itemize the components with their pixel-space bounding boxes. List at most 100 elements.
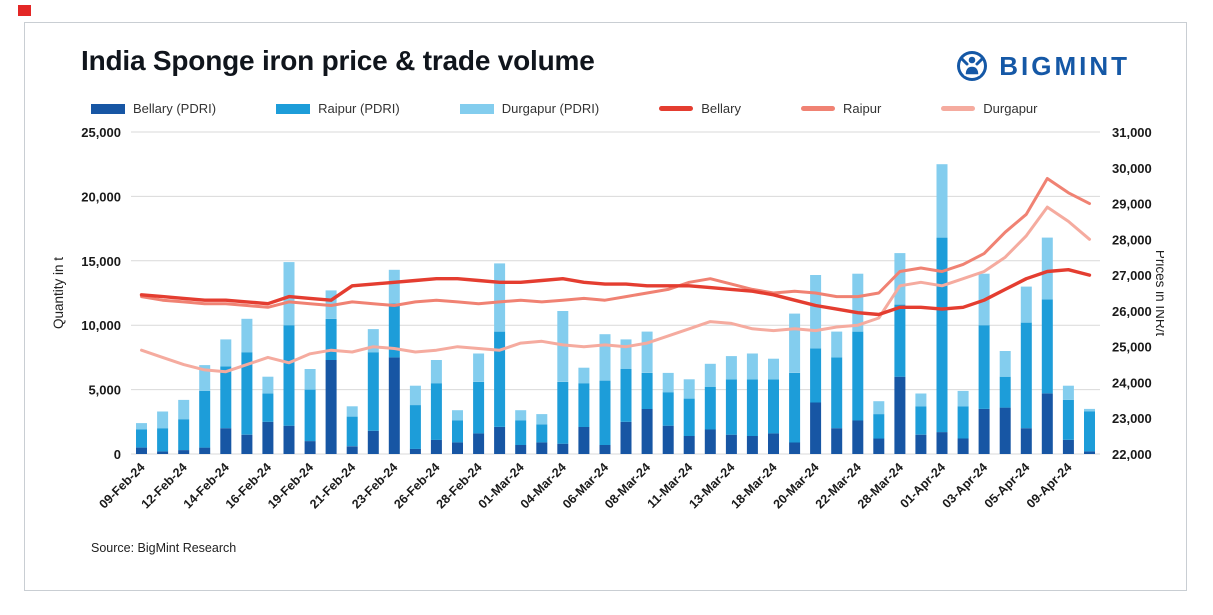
bar-segment <box>283 325 295 426</box>
bar-segment <box>873 414 885 439</box>
bar-segment <box>1041 237 1053 300</box>
bar-segment <box>262 393 274 422</box>
price-line-raipur <box>140 177 1091 309</box>
bar-segment <box>241 434 253 454</box>
bar-segment <box>999 407 1011 454</box>
bar-segment <box>178 419 190 451</box>
bar-segment <box>494 331 506 427</box>
bar-segment <box>1084 451 1095 454</box>
legend-swatch-bellary-pdri <box>91 103 125 114</box>
legend-label: Raipur <box>842 101 882 116</box>
bar-segment <box>1020 286 1032 323</box>
legend-swatch-bellary <box>659 106 694 111</box>
bar-segment <box>831 357 843 429</box>
bar-segment <box>1062 399 1074 440</box>
bar-segment <box>746 436 758 454</box>
bar-segment <box>768 433 779 454</box>
bar-segment <box>957 438 969 454</box>
bar-segment <box>704 429 716 454</box>
bar-segment <box>957 406 969 439</box>
legend-swatch-durgapur-pdri <box>459 103 494 114</box>
right-axis-tick: 28,000 <box>1112 232 1152 247</box>
bar-segment <box>325 360 337 454</box>
bar-segment <box>409 385 421 405</box>
bar-segment <box>873 438 885 454</box>
bar-segment <box>683 398 695 436</box>
chart-header: India Sponge iron price & trade volume B… <box>47 39 1164 85</box>
bar-segment <box>978 408 990 454</box>
bar-segment <box>852 331 864 421</box>
bar-segment <box>1062 385 1074 400</box>
bar-segment <box>915 434 927 454</box>
bar-segment <box>473 353 485 382</box>
bar-segment <box>452 410 463 421</box>
bar-segment <box>1062 439 1074 454</box>
bar-segment <box>220 339 232 367</box>
right-axis-tick: 30,000 <box>1112 161 1152 176</box>
bar-segment <box>789 313 801 373</box>
bar-segment <box>388 303 400 358</box>
bar-segment <box>831 428 843 454</box>
bar-segment <box>915 406 927 435</box>
bar-segment <box>831 331 843 358</box>
bar-segment <box>704 387 716 430</box>
x-axis-tick: 28-Mar-24 <box>855 460 906 511</box>
bar-segment <box>704 363 716 387</box>
bar-segment <box>409 448 421 454</box>
combo-chart: 0 5,000 10,000 15,000 20,000 25,000 22,000 23,0… <box>47 122 1168 539</box>
price-line-bellary <box>139 267 1092 317</box>
legend-swatch-raipur <box>800 106 835 111</box>
bar-segment <box>178 399 190 420</box>
left-axis-tick: 15,000 <box>81 254 121 269</box>
legend-label: Bellary (PDRI) <box>133 101 217 116</box>
left-axis-tick: 5,000 <box>88 383 121 398</box>
chart-svg: 0 5,000 10,000 15,000 20,000 25,000 22,000 23,0… <box>51 125 1168 511</box>
bar-segment <box>220 428 232 454</box>
bar-segment <box>873 401 885 415</box>
bar-segment <box>768 358 779 380</box>
left-axis-tick: 25,000 <box>81 125 121 140</box>
bar-segment <box>683 379 695 399</box>
bar-segment <box>536 414 548 425</box>
bar-segment <box>662 392 674 426</box>
bar-segment <box>452 442 463 454</box>
bar-segment <box>430 383 442 440</box>
bar-segment <box>157 428 169 452</box>
bar-segment <box>515 445 527 454</box>
bar-segment <box>641 408 653 454</box>
bar-segment <box>852 420 864 454</box>
right-axis-tick: 26,000 <box>1112 304 1152 319</box>
legend-label: Raipur (PDRI) <box>318 101 400 116</box>
bar-segment <box>473 381 485 434</box>
bar-segment <box>746 353 758 380</box>
bar-segment <box>999 376 1011 408</box>
bar-segment <box>430 439 442 454</box>
bar-segment <box>620 339 632 369</box>
x-axis-tick: 09-Apr-24 <box>1024 460 1075 511</box>
bar-segment <box>199 365 211 391</box>
bar-segment <box>578 427 590 454</box>
bar-segment <box>367 352 379 431</box>
bar-segment <box>367 329 379 353</box>
bigmint-logo-text: BIGMINT <box>999 50 1130 81</box>
bar-segment <box>220 366 232 429</box>
bar-segment <box>789 442 801 454</box>
bar-segment <box>199 390 211 448</box>
bar-segment <box>178 450 190 454</box>
legend-item-raipur-pdri: Raipur (PDRI) <box>276 101 400 116</box>
bigmint-logo: BIGMINT <box>953 47 1130 85</box>
left-axis-tick: 10,000 <box>81 318 121 333</box>
right-axis-tick: 23,000 <box>1112 411 1152 426</box>
bar-segment <box>473 433 485 454</box>
bar-segment <box>725 434 737 454</box>
bar-segment <box>1084 411 1095 452</box>
right-axis-tick: 22,000 <box>1112 447 1152 462</box>
legend-item-bellary-pdri: Bellary (PDRI) <box>91 101 216 116</box>
x-axis-tick: 03-Apr-24 <box>940 460 991 511</box>
bar-segment <box>810 348 822 403</box>
bar-segment <box>536 424 548 443</box>
bar-segment <box>136 447 147 454</box>
bar-segment <box>620 369 632 422</box>
bar-segment <box>957 390 969 407</box>
bar-segment <box>662 425 674 454</box>
